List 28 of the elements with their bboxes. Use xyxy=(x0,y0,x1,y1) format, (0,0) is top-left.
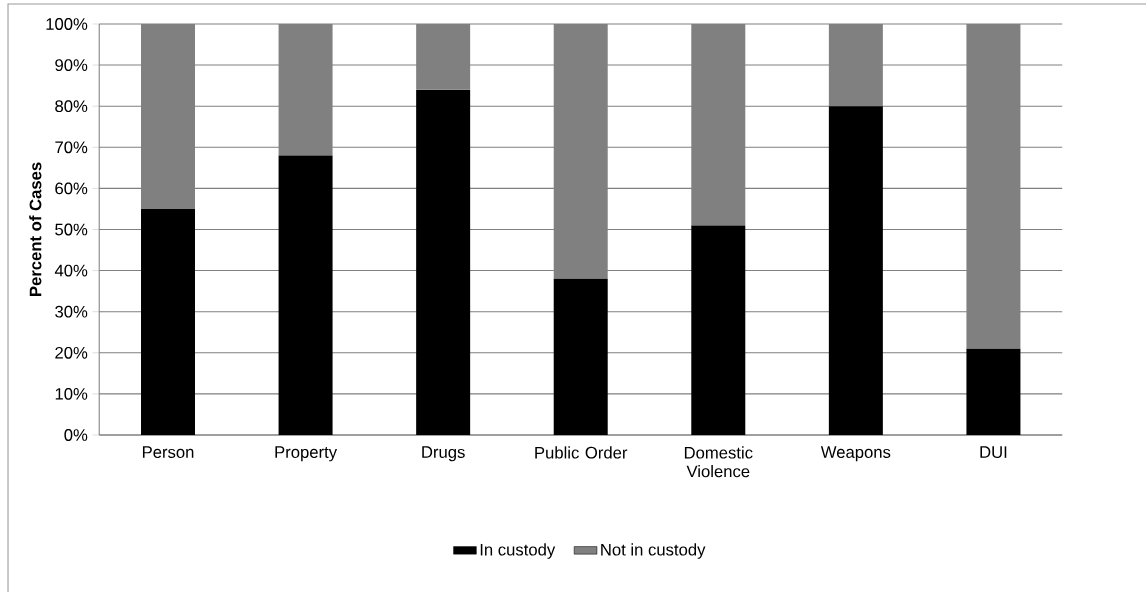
y-tick-label: 30% xyxy=(55,305,88,318)
y-tick-label: 0% xyxy=(64,429,88,441)
y-tick-label: 40% xyxy=(54,264,88,277)
x-tick-label: Weapons xyxy=(820,446,891,462)
x-tick-label: Drugs xyxy=(422,446,465,462)
y-axis-title: Percent of Cases xyxy=(29,162,42,296)
legend-label: In custody xyxy=(480,543,556,559)
bar xyxy=(966,348,1021,435)
bar xyxy=(278,155,333,435)
y-tick-label: 100% xyxy=(46,18,88,30)
x-tick-label: Property xyxy=(275,446,338,462)
x-tick-label: Person xyxy=(142,446,194,458)
y-tick-label: 10% xyxy=(55,388,88,400)
bar xyxy=(691,225,746,435)
bar xyxy=(828,106,883,435)
y-tick-label: 60% xyxy=(55,182,88,195)
x-tick-label: Domestic Violence xyxy=(684,446,753,478)
y-tick-label: 80% xyxy=(55,100,88,113)
y-tick-label: 90% xyxy=(55,59,88,71)
bar xyxy=(416,89,471,435)
y-tick-label: 50% xyxy=(55,223,88,236)
bar xyxy=(553,278,608,435)
x-tick-label: Public Order xyxy=(535,446,628,459)
legend-label: Not in custody xyxy=(601,543,706,559)
x-tick-label: DUI xyxy=(980,446,1007,458)
bar xyxy=(141,208,196,435)
y-tick-label: 70% xyxy=(55,141,88,154)
y-tick-label: 20% xyxy=(55,346,88,359)
